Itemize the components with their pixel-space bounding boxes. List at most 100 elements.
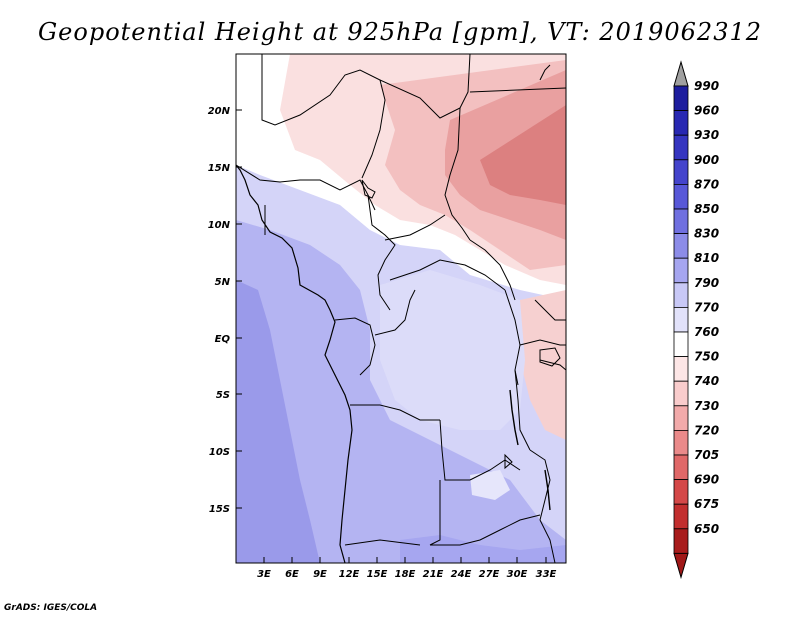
border-north-4 (444, 107, 471, 241)
field-deep-blue-ocean (236, 280, 320, 563)
longitude-axis: 3E 6E 9E 12E 15E 18E 21E 24E 27E 30E 33E (257, 557, 557, 580)
lon-label: 9E (313, 569, 327, 580)
lon-label: 15E (367, 569, 388, 580)
lat-label: EQ (215, 334, 231, 345)
colorbar-label: 810 (694, 251, 719, 265)
colorbar-swatch (673, 356, 689, 382)
colorbar-label: 830 (694, 227, 719, 241)
border-east-1 (519, 339, 566, 346)
colorbar-label: 850 (694, 202, 719, 216)
border-congo-drc (374, 289, 416, 336)
lon-label: 21E (423, 569, 444, 580)
lat-label: 20N (208, 106, 231, 117)
lon-label: 3E (257, 569, 271, 580)
colorbar-swatch (673, 233, 689, 259)
colorbar-bottom-arrow (673, 552, 689, 580)
colorbar-swatch (673, 134, 689, 161)
field-deep-red (480, 105, 566, 205)
colorbar-swatch (673, 380, 689, 407)
colorbar-label: 760 (694, 325, 719, 339)
red-sea-coast (539, 64, 551, 81)
colorbar-swatch (673, 159, 689, 185)
border-angola-north (350, 404, 440, 421)
border-namibia (344, 539, 421, 546)
colorbar-label: 650 (694, 522, 719, 536)
border-north-1 (261, 54, 386, 179)
colorbar-swatch (673, 208, 689, 235)
colorbar-top-arrow (673, 60, 689, 87)
lat-label: 15N (208, 163, 231, 174)
colorbar-swatch (673, 479, 689, 505)
colorbar-label: 705 (694, 448, 719, 462)
border-sudan (469, 239, 516, 301)
colorbar-label: 960 (694, 104, 719, 118)
colorbar-label: 930 (694, 128, 719, 142)
field-light-blue-congo (380, 270, 525, 430)
lon-label: 18E (395, 569, 416, 580)
colorbar-swatch (673, 306, 689, 333)
colorbar-swatch (673, 503, 689, 530)
lake-tanganyika (509, 389, 519, 446)
colorbar-swatch (673, 257, 689, 284)
lon-label: 27E (479, 569, 500, 580)
colorbar-label: 870 (694, 177, 719, 191)
field-mid-blue-south (400, 535, 566, 563)
colorbar-swatch (673, 331, 689, 358)
colorbar-label: 690 (694, 473, 719, 487)
field-east-red (520, 290, 566, 440)
lon-label: 33E (536, 569, 557, 580)
map-frame (235, 53, 567, 564)
lat-label: 5S (216, 390, 230, 401)
colorbar-swatch (673, 454, 689, 481)
map-title: Geopotential Height at 925hPa [gpm], VT:… (38, 18, 762, 46)
border-east-2 (534, 299, 566, 321)
colorbar-label: 730 (694, 399, 719, 413)
colorbar-label: 675 (694, 497, 719, 511)
border-nigeria-1 (236, 164, 376, 211)
border-cameroon (367, 194, 396, 311)
colorbar: 990 960 930 900 870 850 830 810 790 770 760 750 740 7… (673, 60, 719, 580)
border-north-2 (379, 54, 471, 119)
lake-mweru (504, 453, 513, 470)
colorbar-swatch (673, 282, 689, 308)
lon-label: 24E (451, 569, 472, 580)
border-zambia-south (430, 514, 541, 546)
border-angola-zambia (429, 480, 441, 546)
field-white-patch-south (470, 470, 510, 500)
colorbar-swatch (673, 528, 689, 554)
lake-chad (361, 179, 376, 199)
grads-credit: GrADS: IGES/COLA (4, 603, 98, 613)
colorbar-swatch (673, 183, 689, 210)
lat-label: 10N (208, 220, 231, 231)
colorbar-swatch (673, 85, 689, 112)
border-tanzania (529, 449, 551, 521)
lake-kivu (514, 369, 519, 386)
colorbar-swatch (673, 429, 689, 456)
border-mozambique (539, 519, 556, 563)
colorbar-label: 720 (694, 423, 719, 437)
geopotential-field (236, 54, 566, 563)
lon-label: 30E (507, 569, 528, 580)
colorbar-swatch (673, 110, 689, 136)
lake-victoria (539, 347, 561, 367)
colorbar-label: 990 (694, 79, 719, 93)
border-angola-drc (439, 419, 470, 481)
lat-label: 10S (209, 447, 230, 458)
border-north-3 (469, 87, 566, 93)
lon-label: 6E (285, 569, 299, 580)
border-kenya (539, 359, 566, 371)
lake-malawi (544, 469, 551, 511)
colorbar-label: 750 (694, 350, 719, 364)
latitude-axis: 20N 15N 10N 5N EQ 5S 10S 15S (208, 106, 242, 515)
colorbar-swatch (673, 405, 689, 431)
country-boundaries (236, 54, 566, 563)
lat-label: 15S (209, 504, 230, 515)
border-congo-gabon (334, 317, 376, 376)
border-zambia-drc (469, 459, 521, 481)
border-car-2 (389, 259, 506, 291)
colorbar-label: 790 (694, 276, 719, 290)
border-car-1 (384, 214, 446, 241)
lon-label: 12E (339, 569, 360, 580)
colorbar-label: 900 (694, 153, 719, 167)
